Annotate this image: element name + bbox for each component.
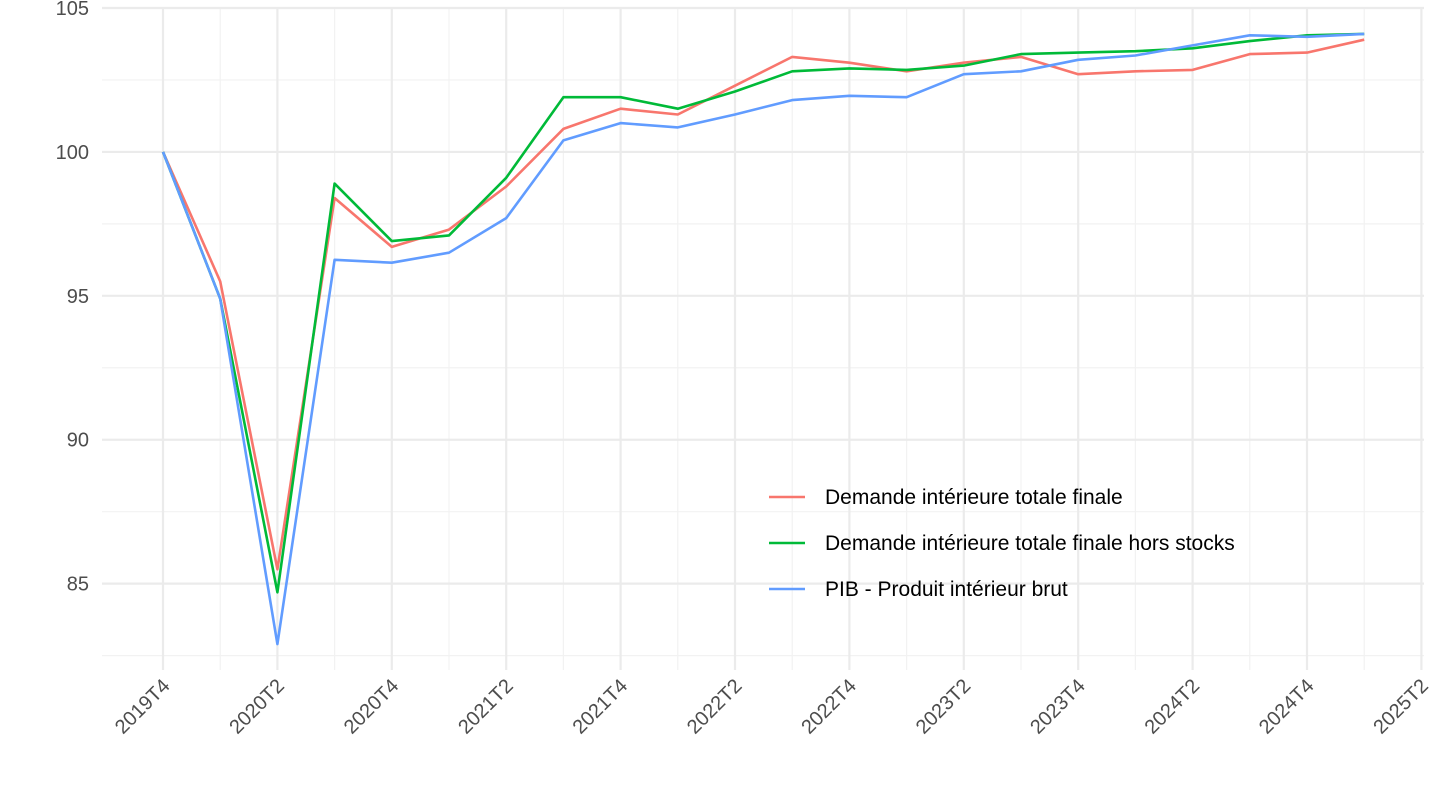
x-tick-label: 2024T2 (1141, 675, 1205, 739)
series-line-2 (161, 32, 1365, 646)
x-tick-label: 2019T4 (111, 675, 175, 739)
y-tick-label: 90 (67, 430, 89, 452)
y-axis-tick-labels: 85 90 95 100 105 (56, 0, 89, 596)
x-tick-label: 2024T4 (1255, 675, 1319, 739)
x-tick-label: 2023T2 (912, 675, 976, 739)
legend-label-0: Demande intérieure totale finale (825, 486, 1123, 509)
series-line-1 (161, 32, 1365, 594)
x-tick-label: 2022T4 (797, 675, 861, 739)
x-tick-label: 2022T2 (683, 675, 747, 739)
minor-gridlines (102, 8, 1424, 670)
legend-label-2: PIB - Produit intérieur brut (825, 578, 1068, 601)
x-tick-label: 2025T2 (1369, 675, 1433, 739)
x-tick-label: 2023T4 (1026, 675, 1090, 739)
y-tick-label: 100 (56, 142, 89, 164)
series-lines (161, 32, 1365, 646)
legend: Demande intérieure totale finale Demande … (769, 486, 1235, 601)
series-line-0 (161, 38, 1365, 571)
legend-label-1: Demande intérieure totale finale hors st… (825, 532, 1235, 555)
x-tick-label: 2020T4 (340, 675, 404, 739)
y-tick-label: 95 (67, 286, 89, 308)
x-tick-label: 2021T2 (454, 675, 518, 739)
y-tick-label: 105 (56, 0, 89, 20)
y-tick-label: 85 (67, 574, 89, 596)
x-tick-label: 2020T2 (225, 675, 289, 739)
x-axis-tick-labels: 2019T4 2020T2 2020T4 2021T2 2021T4 2022T2 2022… (111, 675, 1433, 739)
major-gridlines (102, 6, 1424, 670)
x-tick-label: 2021T4 (569, 675, 633, 739)
